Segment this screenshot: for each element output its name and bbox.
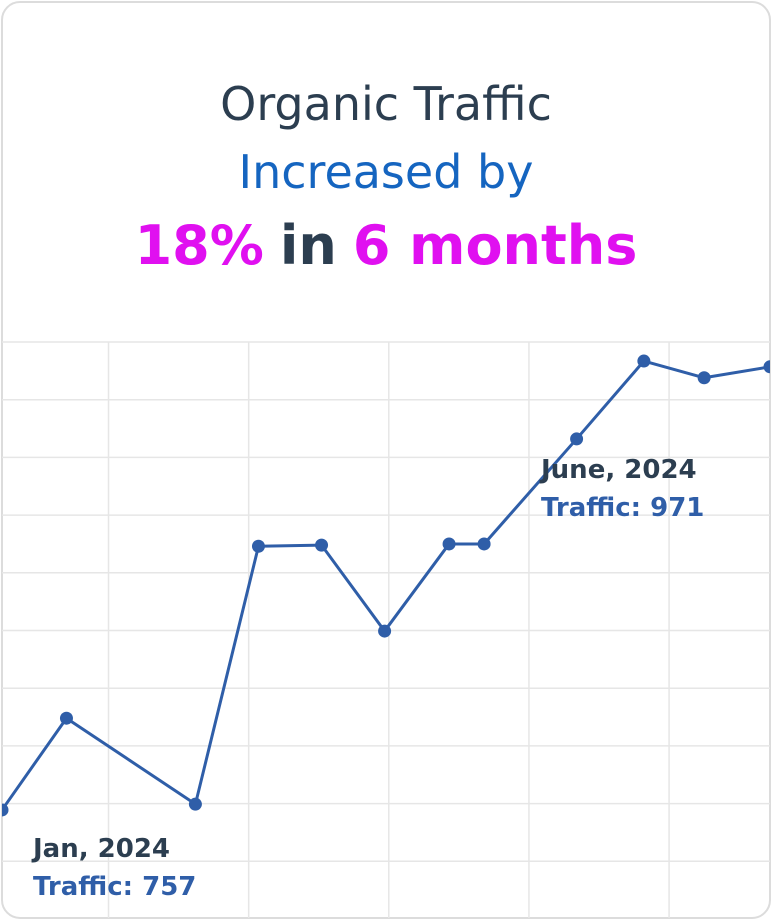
plot	[2, 341, 770, 918]
point	[697, 371, 711, 385]
point	[378, 624, 392, 638]
title-line-2: Increased by	[239, 145, 534, 199]
point	[477, 537, 491, 551]
point	[570, 432, 584, 446]
title-line-3: 18% in 6 months	[135, 214, 638, 277]
highlight: 18%	[135, 214, 264, 277]
point	[59, 711, 73, 725]
annotation-label: June, 2024	[539, 455, 697, 485]
title-line-1: Organic Traffic	[220, 77, 552, 131]
point	[442, 537, 456, 551]
line	[2, 359, 770, 811]
point	[637, 354, 651, 368]
annotation-label: Jan, 2024	[31, 834, 170, 864]
annotation-detail: Traffic: 757	[33, 872, 196, 902]
point	[251, 539, 265, 553]
point	[763, 360, 770, 374]
title-text: in	[280, 214, 337, 277]
point	[2, 803, 9, 817]
point	[315, 538, 329, 552]
point	[188, 797, 202, 811]
annotation-detail: Traffic: 971	[541, 493, 704, 523]
highlight: 6 months	[353, 214, 638, 277]
